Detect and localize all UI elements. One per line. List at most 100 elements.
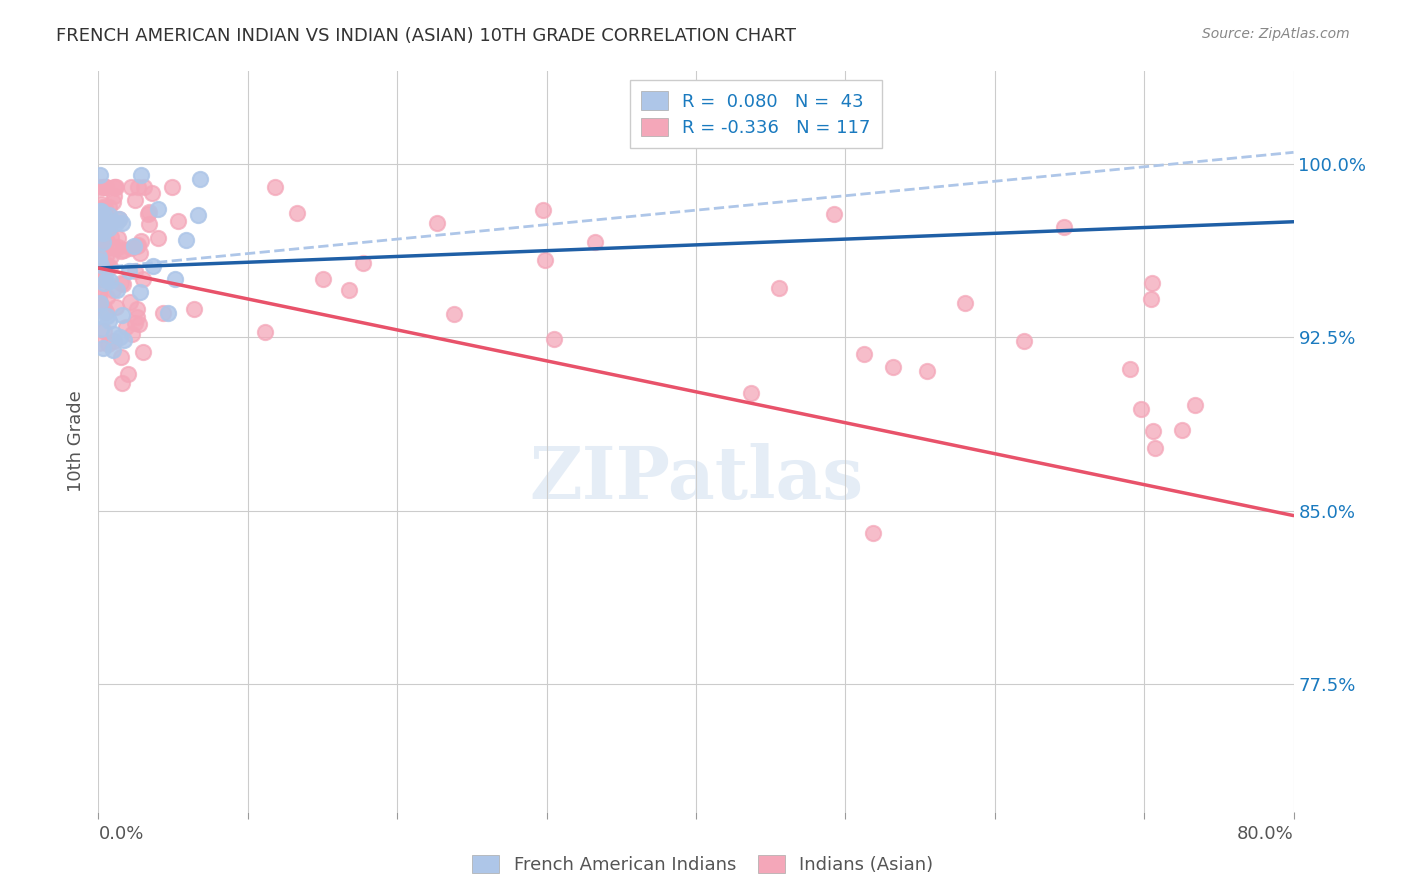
- Point: [94, 180, 117, 194]
- Point: [187, 208, 209, 222]
- Legend: French American Indians, Indians (Asian): French American Indians, Indians (Asian): [464, 846, 942, 883]
- Point: [129, 285, 152, 300]
- Point: [112, 277, 135, 291]
- Point: [89, 180, 111, 194]
- Point: [105, 283, 128, 297]
- Point: [1129, 401, 1152, 416]
- Point: [97, 220, 120, 235]
- Point: [94, 273, 117, 287]
- Point: [768, 281, 790, 295]
- Point: [285, 206, 308, 220]
- Point: [103, 180, 125, 194]
- Point: [128, 246, 150, 260]
- Point: [89, 335, 111, 350]
- Point: [94, 249, 117, 263]
- Point: [98, 274, 121, 288]
- Point: [543, 332, 565, 346]
- Point: [852, 347, 875, 361]
- Point: [129, 169, 152, 183]
- Point: [138, 205, 160, 219]
- Point: [90, 197, 112, 211]
- Point: [127, 310, 149, 325]
- Point: [90, 258, 112, 272]
- Point: [188, 171, 211, 186]
- Point: [103, 180, 125, 194]
- Point: [89, 296, 111, 310]
- Point: [103, 189, 125, 203]
- Point: [117, 367, 139, 381]
- Point: [101, 343, 124, 357]
- Point: [89, 226, 111, 240]
- Point: [124, 263, 146, 277]
- Point: [1119, 362, 1142, 376]
- Point: [426, 216, 449, 230]
- Point: [89, 169, 111, 183]
- Text: Source: ZipAtlas.com: Source: ZipAtlas.com: [1202, 27, 1350, 41]
- Point: [1142, 424, 1164, 438]
- Point: [117, 263, 139, 277]
- Point: [167, 214, 190, 228]
- Point: [121, 326, 143, 341]
- Point: [108, 211, 131, 226]
- Point: [146, 202, 169, 216]
- Point: [141, 186, 163, 201]
- Point: [823, 207, 845, 221]
- Point: [94, 180, 117, 194]
- Point: [94, 211, 117, 225]
- Point: [89, 291, 111, 305]
- Point: [131, 345, 153, 359]
- Point: [127, 238, 149, 252]
- Point: [118, 294, 141, 309]
- Point: [90, 204, 112, 219]
- Point: [93, 259, 115, 273]
- Point: [112, 243, 135, 257]
- Point: [93, 301, 115, 316]
- Point: [96, 309, 118, 323]
- Point: [129, 234, 152, 248]
- Point: [253, 325, 276, 339]
- Point: [91, 221, 114, 235]
- Point: [156, 306, 179, 320]
- Point: [89, 206, 111, 220]
- Point: [134, 180, 156, 194]
- Point: [132, 272, 155, 286]
- Point: [127, 180, 149, 194]
- Point: [89, 210, 111, 224]
- Point: [127, 239, 149, 253]
- Point: [101, 214, 124, 228]
- Point: [531, 202, 554, 217]
- Point: [1053, 219, 1076, 234]
- Point: [89, 285, 111, 300]
- Point: [89, 250, 111, 264]
- Point: [100, 230, 122, 244]
- Point: [89, 203, 111, 218]
- Point: [110, 244, 132, 259]
- Point: [125, 301, 148, 316]
- Point: [114, 319, 136, 334]
- Point: [105, 216, 128, 230]
- Point: [337, 283, 360, 297]
- Point: [1144, 442, 1167, 456]
- Point: [103, 195, 125, 210]
- Point: [862, 526, 884, 541]
- Point: [112, 333, 135, 347]
- Point: [110, 276, 132, 290]
- Point: [138, 217, 160, 231]
- Point: [96, 304, 118, 318]
- Text: ZIPatlas: ZIPatlas: [529, 443, 863, 514]
- Point: [915, 364, 938, 378]
- Point: [98, 220, 121, 235]
- Point: [96, 219, 118, 233]
- Point: [740, 386, 762, 401]
- Point: [1140, 293, 1163, 307]
- Point: [97, 219, 120, 233]
- Point: [98, 314, 121, 328]
- Point: [96, 259, 118, 273]
- Point: [128, 317, 150, 331]
- Point: [534, 252, 557, 267]
- Point: [90, 239, 112, 253]
- Point: [104, 241, 127, 255]
- Point: [160, 180, 183, 194]
- Point: [103, 326, 125, 341]
- Point: [108, 211, 131, 226]
